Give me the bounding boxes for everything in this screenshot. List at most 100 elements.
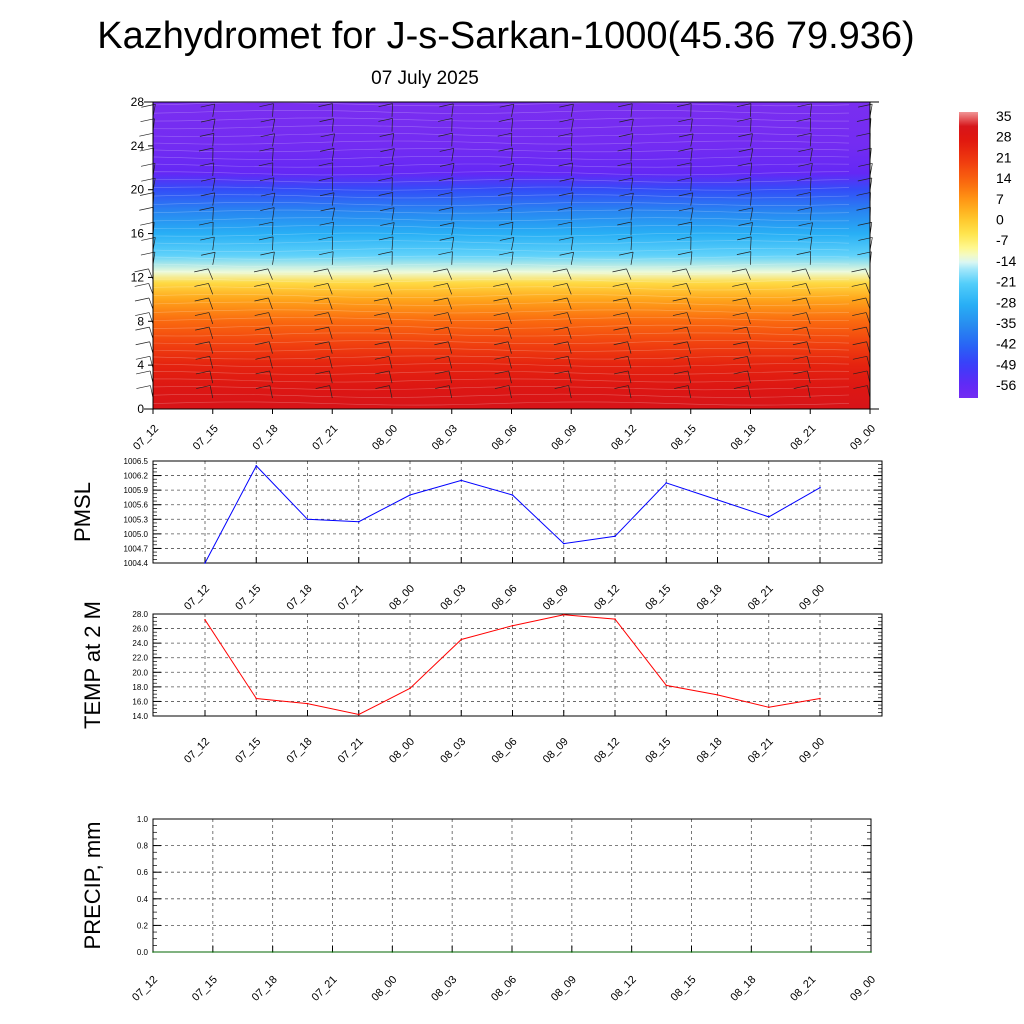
wind-barb-flag — [380, 148, 395, 152]
pmsl-panel: 1004.4 1004.7 1005.0 1005.3 1005.6 1005.9 1006… — [70, 457, 883, 613]
xtick-label: 07_12 — [130, 974, 160, 1004]
wind-barb-staff — [570, 237, 574, 251]
wind-barb-flag — [738, 222, 753, 226]
wind-barb-staff — [507, 327, 512, 339]
series-point — [716, 694, 719, 696]
series-point — [819, 697, 821, 700]
wind-barb — [793, 355, 811, 369]
wind-barb — [439, 236, 455, 251]
wind-barb-staff — [208, 283, 214, 295]
wind-barb-staff — [567, 312, 572, 325]
series-point — [255, 697, 258, 700]
wind-barb — [619, 192, 634, 206]
wind-barb-staff — [686, 297, 692, 310]
wind-barb-flag — [255, 385, 271, 389]
wind-barb-staff — [447, 283, 453, 295]
wind-barb — [614, 385, 632, 399]
wind-barb — [259, 147, 274, 162]
wind-barb-flag — [200, 118, 216, 123]
wind-barb — [554, 370, 572, 384]
wind-barb-flag — [554, 385, 569, 389]
wind-barb-staff — [686, 283, 692, 295]
wind-barb-staff — [746, 341, 751, 354]
wind-barb — [738, 148, 754, 162]
wind-barb — [318, 103, 333, 117]
contour-line — [152, 317, 850, 322]
wind-barb-staff — [331, 251, 334, 265]
wind-barb-flag — [612, 268, 627, 273]
wind-barb-staff — [507, 297, 512, 310]
wind-barb — [796, 118, 811, 132]
wind-barb — [254, 326, 273, 339]
wind-barb-flag — [434, 326, 449, 331]
wind-barb — [378, 118, 393, 132]
wind-barb — [374, 326, 393, 339]
wind-barb — [559, 118, 574, 132]
wind-barb-staff — [391, 222, 395, 236]
wind-barb-flag — [553, 341, 568, 346]
heat-ytick-label: 24 — [131, 139, 145, 153]
wind-barb-flag — [853, 370, 868, 375]
contour-line — [152, 202, 850, 206]
wind-barb-staff — [686, 312, 692, 325]
wind-barb — [733, 385, 751, 399]
series-point — [409, 494, 411, 496]
wind-barb-staff — [570, 192, 574, 206]
wind-barb-flag — [438, 132, 453, 137]
wind-barb-staff — [630, 252, 634, 265]
wind-barb-flag — [792, 297, 807, 302]
wind-barb-staff — [807, 370, 811, 384]
wind-barb-flag — [733, 370, 748, 375]
wind-barb — [493, 283, 512, 295]
xtick-label: 08_12 — [609, 974, 639, 1004]
wind-barb-staff — [272, 103, 274, 117]
contour-line — [152, 178, 850, 183]
wind-barb-flag — [554, 355, 569, 360]
wind-barb — [319, 251, 334, 265]
wind-barb-flag — [678, 118, 693, 123]
wind-barb-flag — [195, 341, 210, 346]
series-point — [614, 535, 616, 538]
wind-barb — [618, 103, 633, 117]
wind-barb-flag — [258, 221, 274, 226]
wind-barb-staff — [391, 163, 394, 177]
wind-barb-flag — [499, 237, 514, 241]
wind-barb-flag — [139, 206, 154, 211]
wind-barb — [493, 312, 512, 325]
wind-barb-staff — [805, 283, 811, 295]
xtick-label: 08_03 — [438, 736, 468, 766]
wind-barb-flag — [494, 341, 509, 346]
wind-barb-flag — [380, 222, 395, 226]
wind-barb — [557, 221, 573, 236]
wind-barb-flag — [852, 312, 867, 316]
wind-barb-flag — [435, 385, 450, 389]
contour-line — [152, 109, 850, 114]
wind-barb — [672, 297, 692, 310]
wind-barb-flag — [677, 103, 692, 107]
wind-barb-flag — [319, 148, 335, 152]
wind-barb-staff — [208, 312, 214, 325]
wind-barb-staff — [508, 370, 512, 384]
wind-barb — [313, 283, 333, 295]
wind-barb-flag — [736, 177, 751, 181]
wind-barb-flag — [254, 283, 269, 287]
ytick-label: 28.0 — [132, 610, 148, 619]
wind-barb — [552, 283, 572, 295]
wind-barb-staff — [809, 133, 812, 147]
wind-barb-flag — [674, 385, 689, 389]
wind-barb — [314, 326, 333, 339]
wind-barb-staff — [451, 148, 455, 162]
wind-barb-flag — [791, 283, 807, 287]
contour-line — [152, 393, 850, 398]
panel-ylabel: TEMP at 2 M — [80, 601, 105, 729]
wind-barb-staff — [687, 356, 692, 369]
wind-barb-staff — [690, 222, 693, 236]
heat-ytick-label: 8 — [137, 314, 144, 328]
wind-barb-flag — [678, 207, 694, 212]
wind-barb-flag — [319, 221, 334, 226]
wind-barb-flag — [375, 385, 390, 389]
wind-barb-staff — [212, 178, 216, 191]
wind-barb — [135, 326, 154, 339]
wind-barb-flag — [672, 268, 687, 273]
wind-barb-staff — [566, 297, 572, 310]
